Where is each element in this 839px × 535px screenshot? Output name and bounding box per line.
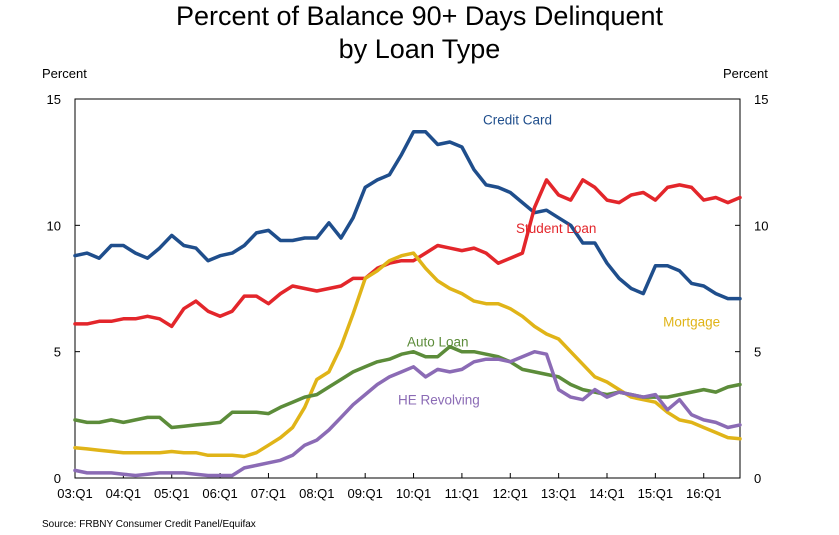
x-tick-label: 10:Q1 xyxy=(396,486,431,501)
y-tick-label-left: 5 xyxy=(54,345,61,360)
x-tick-label: 09:Q1 xyxy=(347,486,382,501)
series-line-he-revolving xyxy=(73,349,742,478)
chart-title-line1: Percent of Balance 90+ Days Delinquent xyxy=(175,1,664,31)
y-tick-label-left: 0 xyxy=(54,471,61,486)
series-label-student-loan: Student Loan xyxy=(516,221,596,236)
x-tick-label: 05:Q1 xyxy=(154,486,189,501)
series-label-auto-loan: Auto Loan xyxy=(407,335,469,350)
x-tick-label: 04:Q1 xyxy=(106,486,141,501)
chart-title: Percent of Balance 90+ Days Delinquent b… xyxy=(0,0,839,66)
x-tick-label: 13:Q1 xyxy=(541,486,576,501)
x-tick-label: 15:Q1 xyxy=(638,486,673,501)
y-tick-label-right: 0 xyxy=(754,471,761,486)
y-tick-label-right: 5 xyxy=(754,345,761,360)
series-label-he-revolving: HE Revolving xyxy=(398,393,480,408)
x-tick-label: 08:Q1 xyxy=(299,486,334,501)
x-tick-label: 14:Q1 xyxy=(589,486,624,501)
x-tick-label: 12:Q1 xyxy=(493,486,528,501)
series-label-credit-card: Credit Card xyxy=(483,112,552,127)
series-line-credit-card xyxy=(73,130,742,301)
source-note: Source: FRBNY Consumer Credit Panel/Equi… xyxy=(42,519,256,530)
chart-subtitle: by Loan Type xyxy=(338,34,501,64)
x-tick-label: 16:Q1 xyxy=(686,486,721,501)
y-tick-label-left: 10 xyxy=(47,218,61,233)
plot-frame xyxy=(74,98,741,479)
x-tick-label: 06:Q1 xyxy=(202,486,237,501)
left-axis-unit: Percent xyxy=(42,66,87,81)
y-tick-label-right: 10 xyxy=(754,218,768,233)
series-line-student-loan xyxy=(73,178,742,329)
y-tick-label-left: 15 xyxy=(47,92,61,107)
series-label-mortgage: Mortgage xyxy=(663,314,720,329)
x-tick-label: 11:Q1 xyxy=(445,486,479,501)
series-line-auto-loan xyxy=(73,344,742,430)
x-tick-label: 03:Q1 xyxy=(57,486,92,501)
x-tick-label: 07:Q1 xyxy=(251,486,286,501)
y-tick-label-right: 15 xyxy=(754,92,768,107)
right-axis-unit: Percent xyxy=(723,66,768,81)
